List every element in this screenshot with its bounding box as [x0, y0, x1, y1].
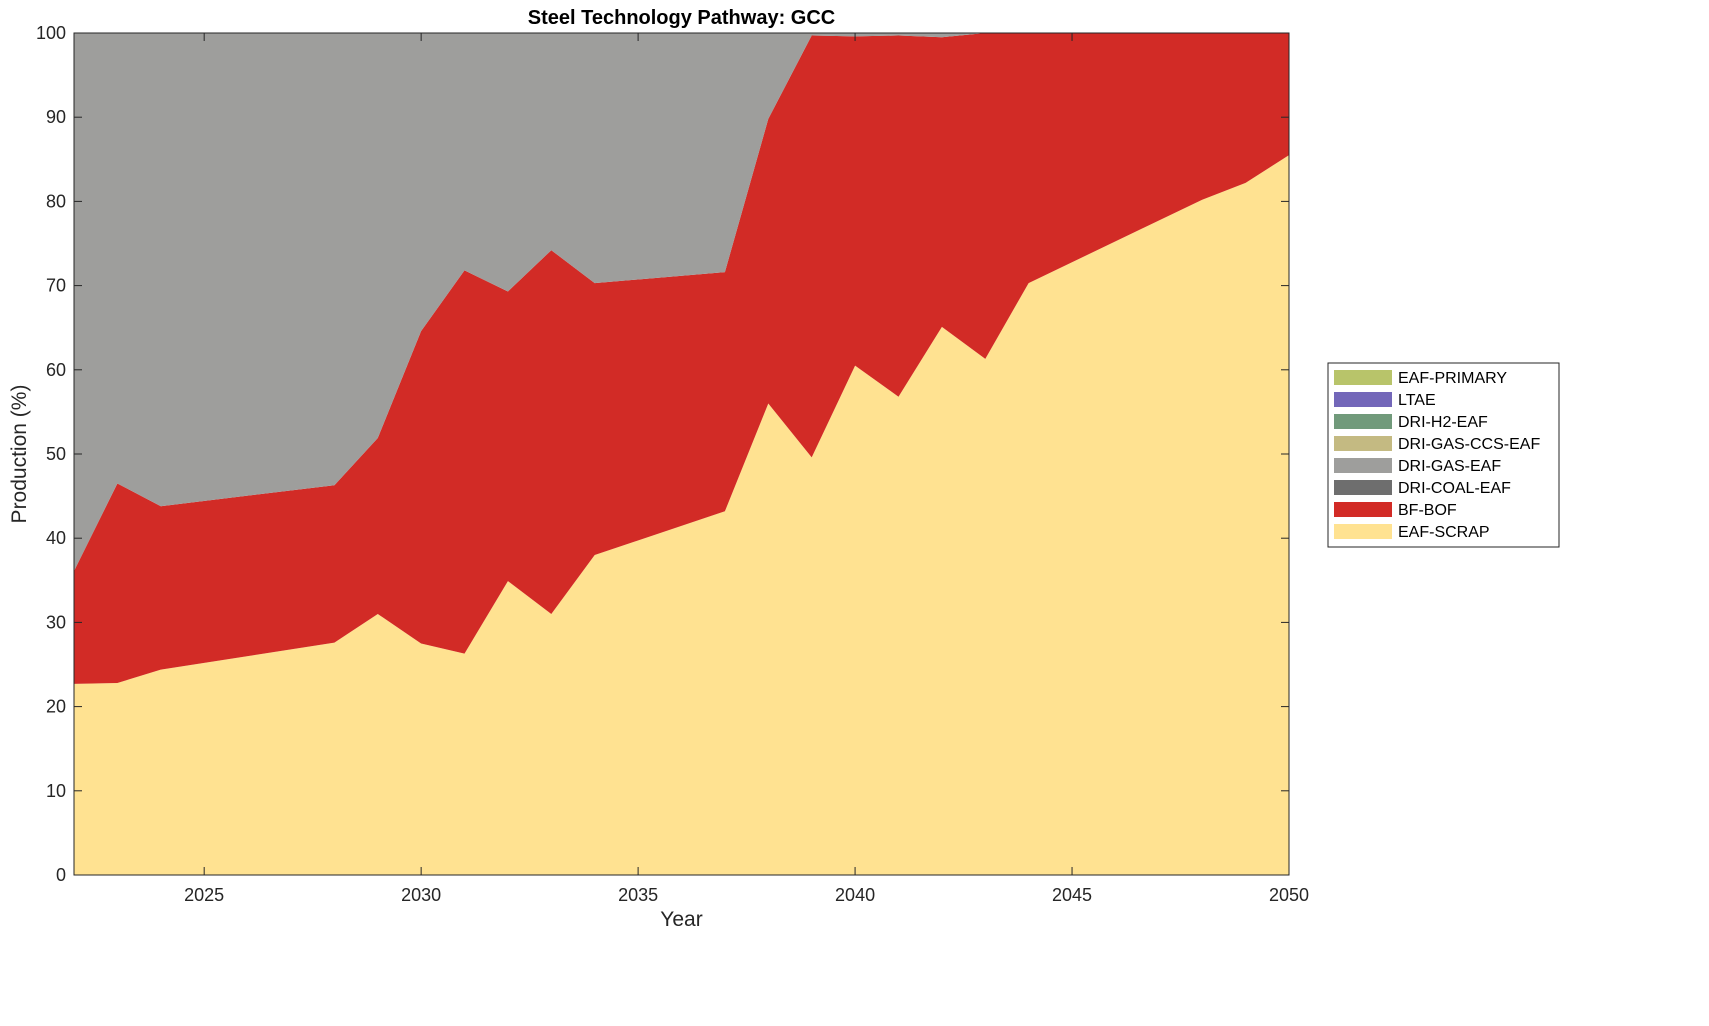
legend-swatch-ltae — [1334, 392, 1392, 407]
y-tick-label: 60 — [46, 360, 66, 380]
legend-swatch-bf-bof — [1334, 502, 1392, 517]
x-tick-label: 2040 — [835, 885, 875, 905]
x-tick-label: 2025 — [184, 885, 224, 905]
chart-title: Steel Technology Pathway: GCC — [528, 7, 835, 29]
y-tick-label: 80 — [46, 191, 66, 211]
areas-layer — [74, 33, 1289, 876]
legend-label-bf-bof: BF-BOF — [1398, 502, 1457, 519]
legend-swatch-dri-coal-eaf — [1334, 480, 1392, 495]
legend-label-eaf-primary: EAF-PRIMARY — [1398, 370, 1507, 387]
area-eaf-scrap — [74, 155, 1289, 876]
legend-label-eaf-scrap: EAF-SCRAP — [1398, 524, 1490, 541]
legend-label-dri-coal-eaf: DRI-COAL-EAF — [1398, 480, 1511, 497]
legend: EAF-PRIMARY LTAE DRI-H2-EAF DRI-GAS-CCS-EAF… — [1327, 362, 1560, 548]
legend-box — [1327, 362, 1560, 548]
legend-label-ltae: LTAE — [1398, 392, 1436, 409]
y-axis-label: Production (%) — [8, 385, 31, 524]
area-bf-bof — [74, 33, 1289, 684]
y-tick-label: 50 — [46, 444, 66, 464]
legend-swatch-dri-gas-ccs-eaf — [1334, 436, 1392, 451]
x-tick-label: 2035 — [618, 885, 658, 905]
legend-swatch-dri-h2-eaf — [1334, 414, 1392, 429]
legend-swatch-eaf-scrap — [1334, 524, 1392, 539]
legend-label-dri-gas-eaf: DRI-GAS-EAF — [1398, 458, 1501, 475]
x-tick-label: 2050 — [1269, 885, 1309, 905]
y-tick-label: 90 — [46, 107, 66, 127]
y-tick-label: 70 — [46, 276, 66, 296]
y-tick-label: 30 — [46, 612, 66, 632]
legend-label-dri-gas-ccs-eaf: DRI-GAS-CCS-EAF — [1398, 436, 1540, 453]
y-tick-label: 40 — [46, 528, 66, 548]
x-tick-label: 2045 — [1052, 885, 1092, 905]
x-tick-label: 2030 — [401, 885, 441, 905]
legend-label-dri-h2-eaf: DRI-H2-EAF — [1398, 414, 1488, 431]
y-tick-label: 0 — [56, 865, 66, 885]
area-dri-gas-eaf — [74, 33, 1289, 571]
y-tick-label: 10 — [46, 781, 66, 801]
y-tick-label: 20 — [46, 697, 66, 717]
legend-swatch-dri-gas-eaf — [1334, 458, 1392, 473]
legend-swatch-eaf-primary — [1334, 370, 1392, 385]
y-tick-label: 100 — [36, 23, 66, 43]
x-axis-label: Year — [660, 908, 702, 931]
